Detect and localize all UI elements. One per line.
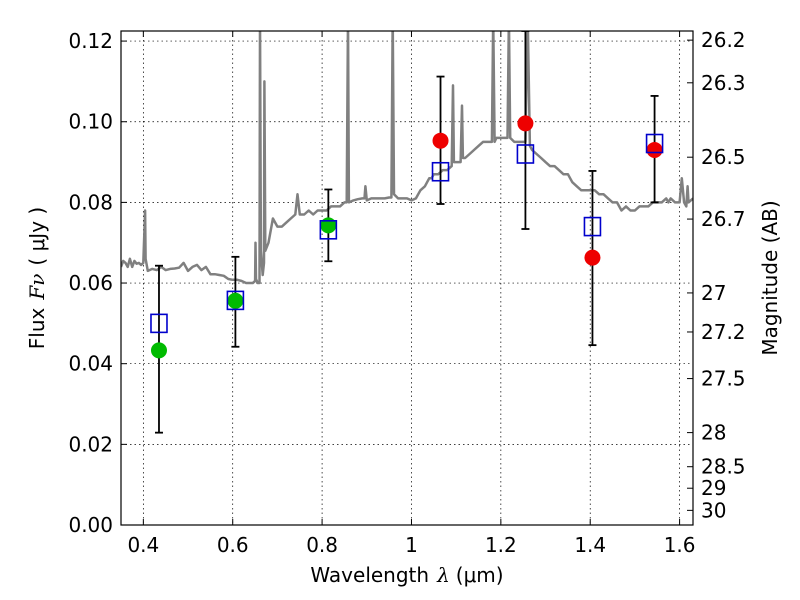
observed-point xyxy=(432,132,449,149)
y-tick-label: 0.04 xyxy=(68,352,113,376)
y2-tick-label: 29 xyxy=(701,476,726,500)
y-tick-label: 0.12 xyxy=(68,29,113,53)
y-axis-label-symbol: Fν xyxy=(25,274,49,301)
y2-tick-label: 26.3 xyxy=(701,71,746,95)
observed-point xyxy=(320,217,337,234)
model-square xyxy=(516,144,535,164)
plot-frame xyxy=(120,30,694,526)
x-tick-label: 1 xyxy=(405,533,418,557)
x-axis-ticks: 0.4 0.6 0.8 1 1.2 1.4 1.6 xyxy=(127,31,696,557)
y2-tick-label: 26.5 xyxy=(701,145,746,169)
y-tick-label: 0.10 xyxy=(68,110,113,134)
x-axis-label-symbol: λ xyxy=(436,563,450,587)
x-tick-label: 0.4 xyxy=(127,533,159,557)
y-axis-label-text: Flux xyxy=(25,307,49,349)
model-photometry xyxy=(150,133,664,334)
observed-point xyxy=(517,115,534,132)
model-square xyxy=(226,290,245,311)
y-axis-ticks: 0.00 0.02 0.04 0.06 0.08 0.10 0.12 xyxy=(68,29,127,537)
y2-tick-label: 26.2 xyxy=(701,28,746,52)
y2-axis-label: Magnitude (AB) xyxy=(758,200,782,355)
y2-tick-label: 27.5 xyxy=(701,367,746,391)
y2-tick-label: 27.2 xyxy=(701,320,746,344)
y-axis-label: Flux Fν ( μJy ) xyxy=(25,207,49,349)
x-tick-label: 1.4 xyxy=(574,533,606,557)
x-tick-label: 0.6 xyxy=(217,533,249,557)
x-tick-label: 1.2 xyxy=(485,533,517,557)
y2-tick-label: 30 xyxy=(701,498,726,522)
y-tick-label: 0.02 xyxy=(68,432,113,456)
x-axis-label: Wavelength λ (μm) xyxy=(310,563,503,587)
x-axis-label-unit: (μm) xyxy=(456,563,504,587)
observed-point xyxy=(227,292,244,309)
y-tick-label: 0.06 xyxy=(68,271,113,295)
model-square xyxy=(150,313,168,334)
x-tick-label: 0.8 xyxy=(306,533,338,557)
x-tick-label: 1.6 xyxy=(664,533,696,557)
model-square xyxy=(645,133,664,154)
model-square xyxy=(319,220,338,240)
observed-point xyxy=(646,141,663,158)
y2-tick-label: 26.7 xyxy=(701,207,746,231)
x-axis-label-text: Wavelength xyxy=(310,563,429,587)
y2-tick-label: 27 xyxy=(701,281,726,305)
observed-point xyxy=(584,249,601,266)
y-tick-label: 0.08 xyxy=(68,190,113,214)
y-tick-label: 0.00 xyxy=(68,513,113,537)
model-square xyxy=(431,161,450,182)
y-axis-label-unit: ( μJy ) xyxy=(25,207,49,266)
spectrum-line xyxy=(121,31,693,285)
observed-point xyxy=(150,342,167,359)
plot-background xyxy=(121,31,693,525)
model-spectrum xyxy=(121,31,693,285)
y2-tick-label: 28 xyxy=(701,421,726,445)
model-square xyxy=(583,216,602,237)
y2-tick-label: 28.5 xyxy=(701,455,746,479)
